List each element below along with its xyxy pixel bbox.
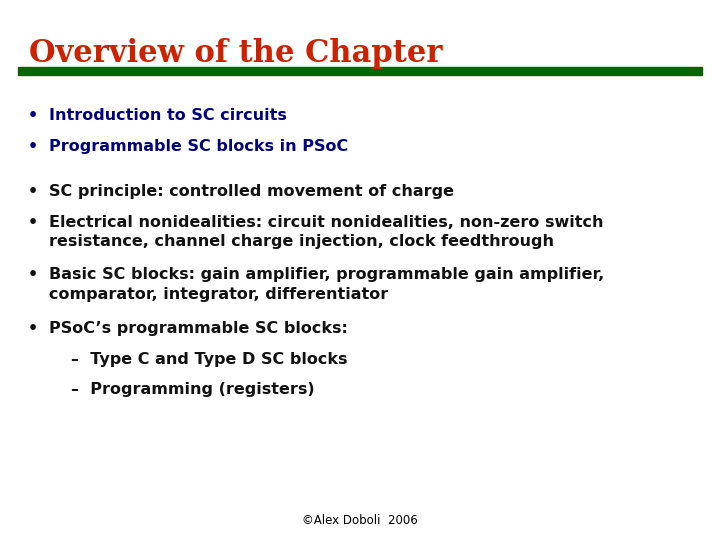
Text: Programmable SC blocks in PSoC: Programmable SC blocks in PSoC	[49, 139, 348, 154]
Text: PSoC’s programmable SC blocks:: PSoC’s programmable SC blocks:	[49, 321, 348, 336]
Text: •: •	[27, 215, 37, 230]
Bar	[18, 67, 702, 75]
Text: •: •	[27, 321, 37, 336]
Text: •: •	[27, 108, 37, 123]
Text: Basic SC blocks: gain amplifier, programmable gain amplifier,
comparator, integr: Basic SC blocks: gain amplifier, program…	[49, 267, 604, 301]
Text: ©Alex Doboli  2006: ©Alex Doboli 2006	[302, 514, 418, 526]
Text: Electrical nonidealities: circuit nonidealities, non-zero switch
resistance, cha: Electrical nonidealities: circuit nonide…	[49, 215, 603, 249]
Text: –  Type C and Type D SC blocks: – Type C and Type D SC blocks	[71, 352, 347, 367]
Text: Overview of the Chapter: Overview of the Chapter	[29, 38, 442, 69]
Text: Introduction to SC circuits: Introduction to SC circuits	[49, 108, 287, 123]
Text: SC principle: controlled movement of charge: SC principle: controlled movement of cha…	[49, 184, 454, 199]
Text: •: •	[27, 184, 37, 199]
Text: •: •	[27, 139, 37, 154]
Text: –  Programming (registers): – Programming (registers)	[71, 382, 314, 397]
Text: •: •	[27, 267, 37, 282]
